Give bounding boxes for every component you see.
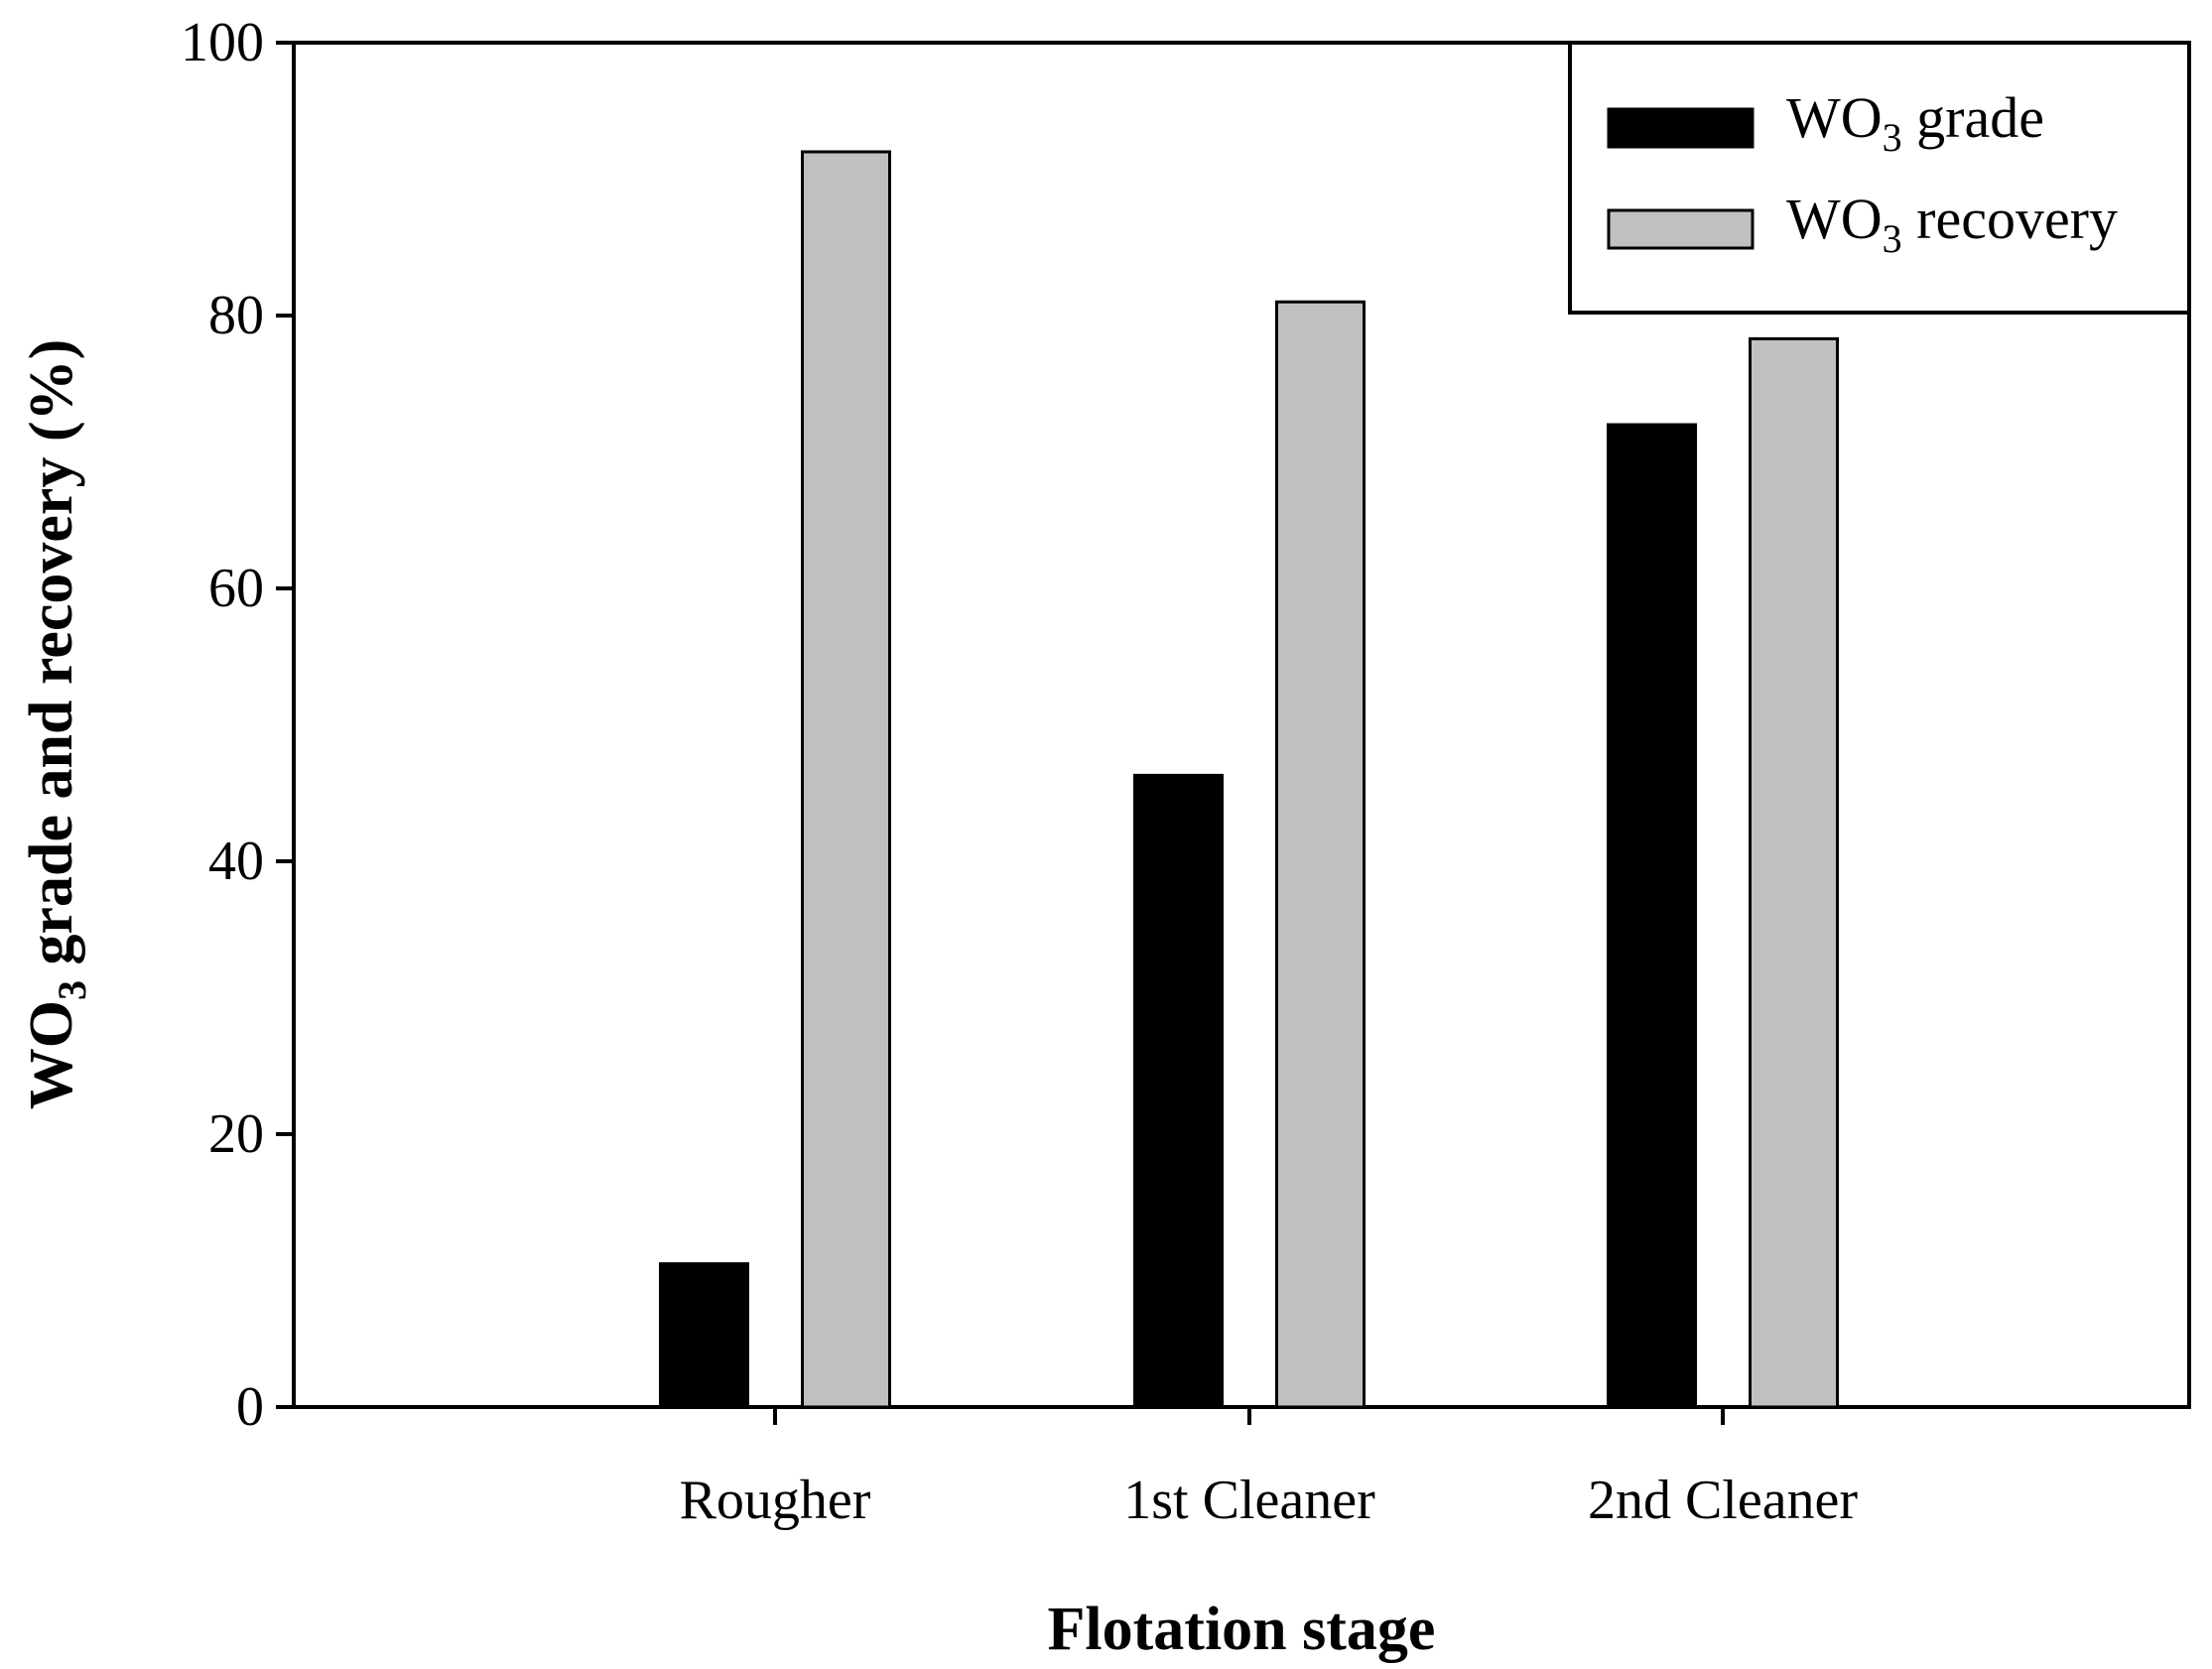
y-tick-label-40: 40 [208, 831, 264, 892]
y-tick-label-100: 100 [181, 12, 264, 73]
x-tick-label-2: 2nd Cleaner [1588, 1470, 1858, 1531]
bar-series1-1 [1275, 300, 1366, 1409]
bar-series0-2 [1607, 423, 1697, 1409]
y-tick-label-20: 20 [208, 1103, 264, 1165]
legend-label-grade: WO3 grade [1786, 85, 2044, 160]
legend: WO3 grade WO3 recovery [1568, 41, 2191, 315]
legend-swatch-grade [1607, 107, 1755, 149]
x-axis-title: Flotation stage [1048, 1596, 1436, 1663]
bar-series0-1 [1133, 773, 1224, 1409]
y-tick-label-80: 80 [208, 285, 264, 346]
bar-series0-0 [659, 1262, 749, 1409]
x-tick-label-1: 1st Cleaner [1123, 1470, 1375, 1531]
bar-series1-2 [1749, 336, 1839, 1409]
bars [659, 150, 1839, 1409]
x-tick-label-0: Rougher [680, 1470, 871, 1531]
y-tick-label-60: 60 [208, 558, 264, 619]
bar-series1-0 [801, 150, 891, 1409]
y-axis-title: WO3 grade and recovery (%) [18, 339, 94, 1109]
plot-frame [292, 41, 2191, 1409]
y-tick-label-0: 0 [236, 1376, 264, 1438]
y-axis-ticks: 0 20 40 60 80 100 [181, 12, 294, 1438]
x-axis-ticks: Rougher 1st Cleaner 2nd Cleaner [680, 1407, 1858, 1531]
legend-label-recovery: WO3 recovery [1786, 187, 2118, 261]
legend-swatch-recovery [1607, 208, 1755, 250]
legend-box [1568, 41, 2191, 315]
